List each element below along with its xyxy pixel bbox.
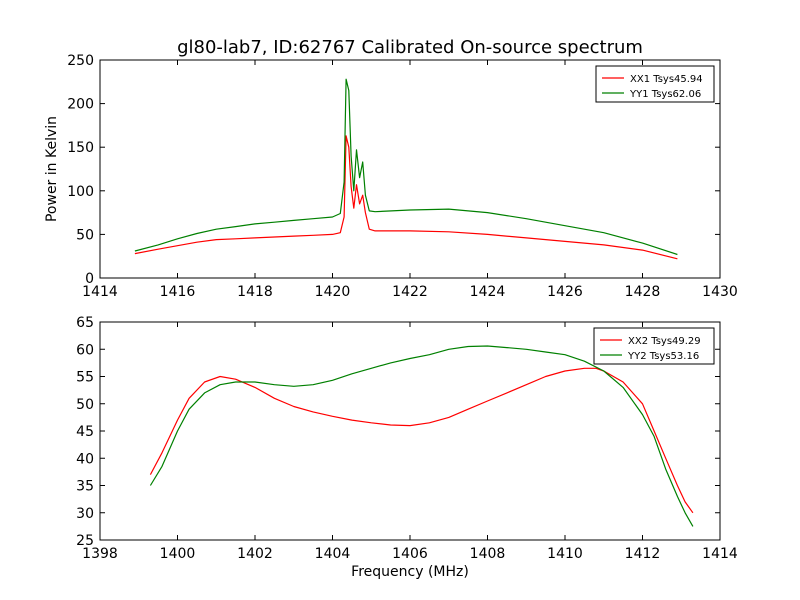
top-plot: 1414 1416 1418 1420 1422 1424 1426 1428 1430 0 50 1… (44, 53, 738, 300)
y-tick-label: 50 (76, 397, 94, 413)
legend-box (593, 327, 715, 365)
y-tick-label: 200 (67, 97, 94, 113)
figure-title: gl80-lab7, ID:62767 Calibrated On-source… (177, 37, 643, 58)
y-tick-label: 250 (67, 53, 94, 69)
x-tick-label: 1414 (702, 546, 738, 562)
x-tick-label: 1418 (237, 284, 273, 300)
y-tick-label: 150 (67, 140, 94, 156)
legend-box (595, 65, 715, 103)
y-tick-label: 0 (85, 271, 94, 287)
y-tick-label: 65 (76, 315, 94, 331)
x-tick-label: 1398 (82, 546, 118, 562)
x-tick-label: 1408 (470, 546, 506, 562)
series-line-0 (149, 367, 694, 514)
x-tick-label: 1414 (82, 284, 118, 300)
x-tick-label: 1416 (160, 284, 196, 300)
legend: XX1 Tsys45.94 YY1 Tsys62.06 (595, 65, 715, 103)
x-tick-label: 1412 (625, 546, 661, 562)
x-axis-label: Frequency (MHz) (351, 564, 469, 580)
series-line-1 (134, 78, 678, 256)
x-tick-label: 1420 (315, 284, 351, 300)
x-tick-label: 1430 (702, 284, 738, 300)
y-tick-label: 50 (76, 227, 94, 243)
x-tick-label: 1424 (470, 284, 506, 300)
x-tick-label: 1426 (547, 284, 583, 300)
bottom-plot: 1398 1400 1402 1404 1406 1408 1410 1412 1414 25 30… (76, 315, 738, 580)
legend: XX2 Tsys49.29 YY2 Tsys53.16 (593, 327, 715, 365)
x-tick-label: 1422 (392, 284, 428, 300)
y-tick-label: 25 (76, 533, 94, 549)
legend-label: XX1 Tsys45.94 (630, 74, 703, 85)
y-tick-label: 35 (76, 479, 94, 495)
x-tick-label: 1404 (315, 546, 351, 562)
y-tick-label: 30 (76, 506, 94, 522)
y-tick-label: 55 (76, 370, 94, 386)
y-tick-label: 45 (76, 424, 94, 440)
y-tick-label: 40 (76, 451, 94, 467)
x-tick-label: 1406 (392, 546, 428, 562)
legend-label: XX2 Tsys49.29 (628, 336, 701, 347)
x-tick-label: 1410 (547, 546, 583, 562)
series-line-0 (134, 135, 678, 260)
y-tick-label: 60 (76, 342, 94, 358)
x-tick-label: 1428 (625, 284, 661, 300)
y-tick-label: 100 (67, 184, 94, 200)
legend-label: YY1 Tsys62.06 (629, 89, 701, 100)
y-axis-label: Power in Kelvin (44, 116, 60, 222)
x-tick-label: 1402 (237, 546, 273, 562)
series-line-1 (149, 345, 694, 527)
x-tick-label: 1400 (160, 546, 196, 562)
legend-label: YY2 Tsys53.16 (627, 351, 699, 362)
